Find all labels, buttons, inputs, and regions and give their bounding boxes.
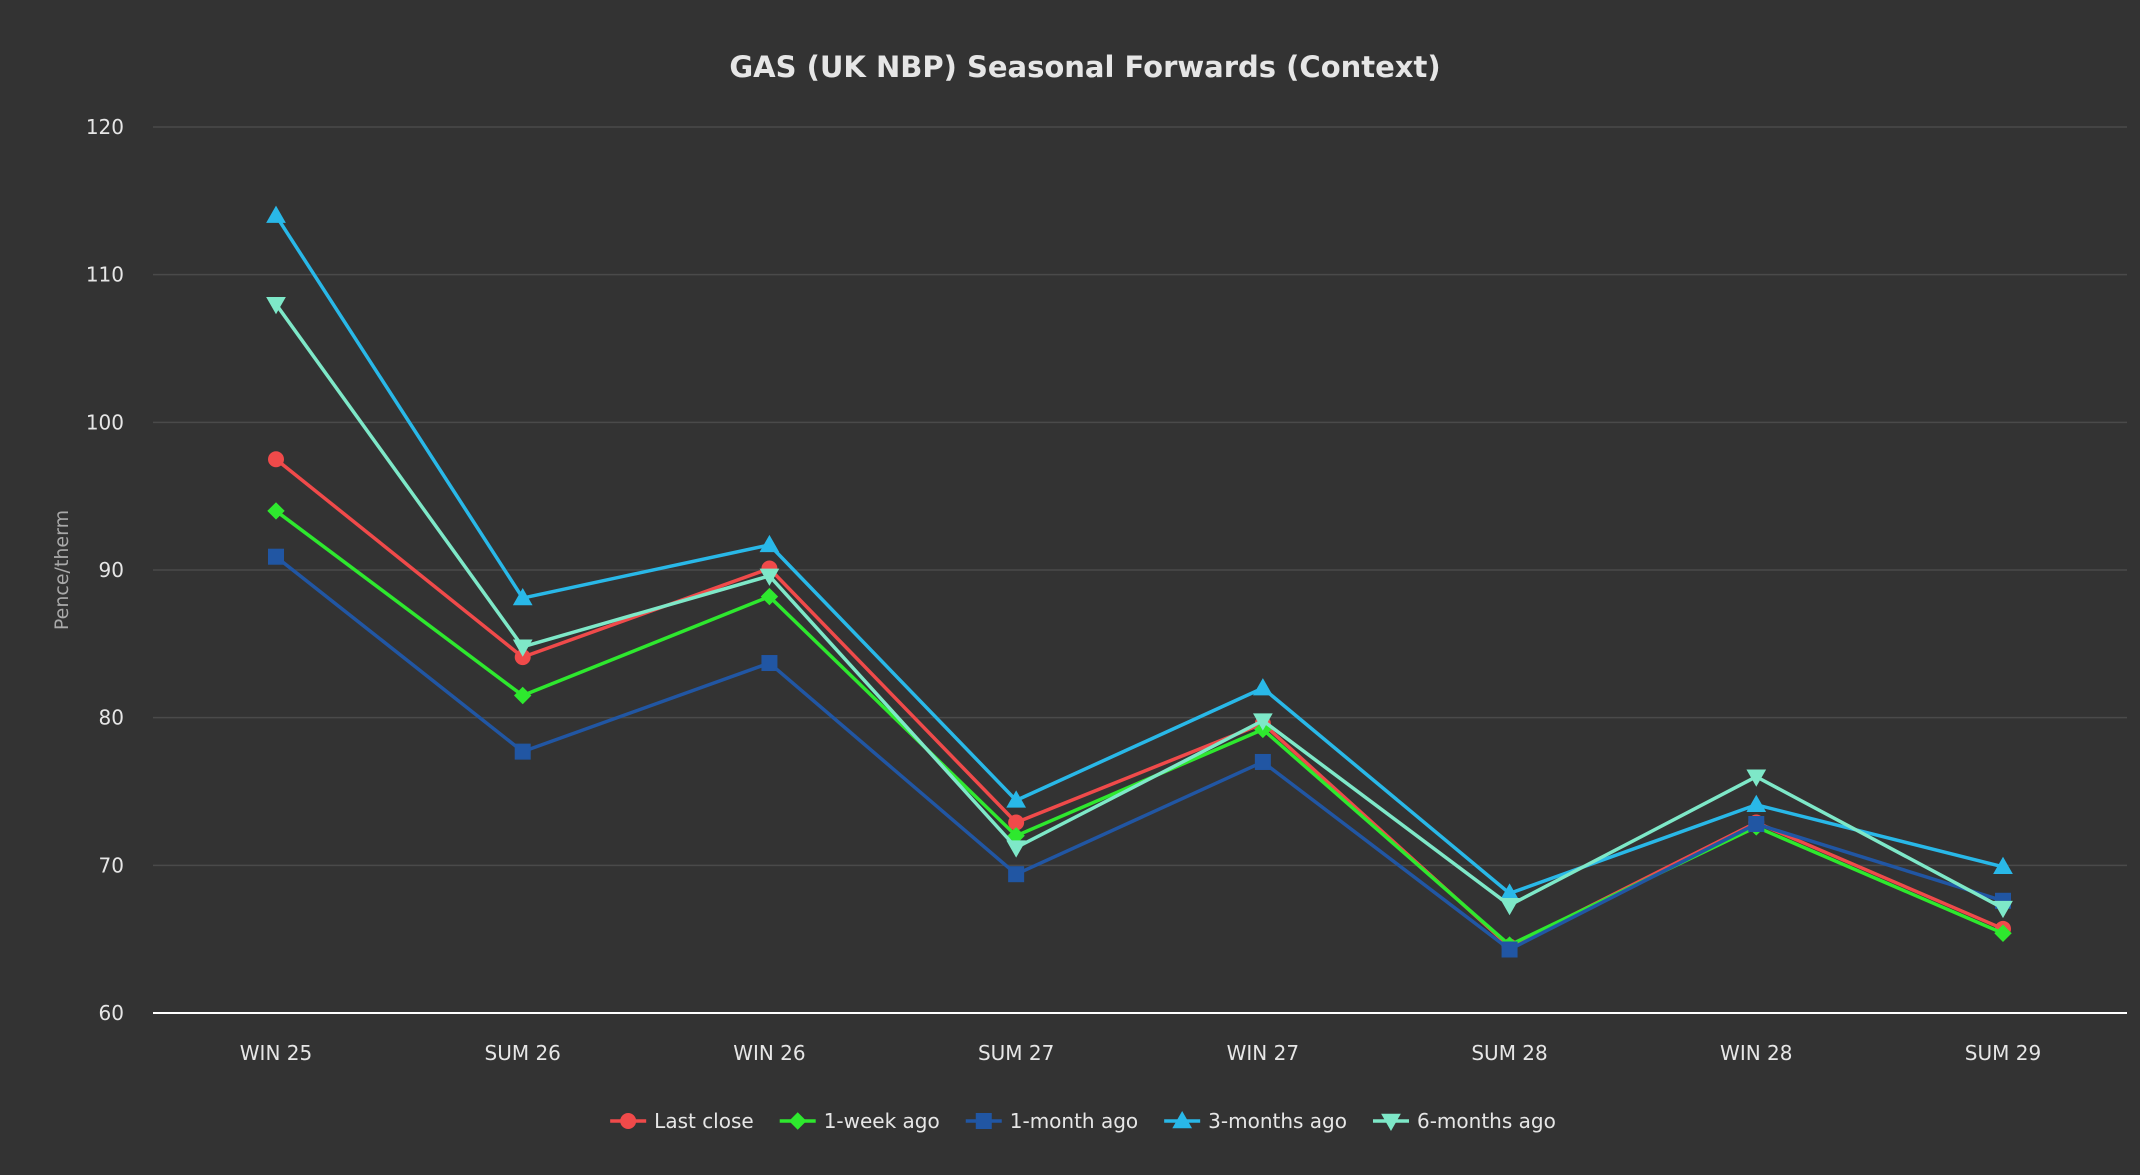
legend-marker [975, 1113, 992, 1129]
y-tick-label: 70 [99, 853, 124, 877]
y-axis-label: Pence/therm [51, 510, 73, 630]
data-point[interactable] [1254, 753, 1271, 770]
data-point[interactable] [514, 743, 531, 760]
series-line [274, 509, 2004, 947]
legend-marker [1381, 1113, 1401, 1132]
series-line [274, 303, 2004, 910]
legend-item[interactable]: 6-months ago [1372, 1109, 1556, 1133]
data-point[interactable] [1252, 713, 1273, 731]
data-point[interactable] [266, 205, 286, 223]
legend-label: 1-month ago [1010, 1109, 1138, 1133]
legend-marker [1172, 1110, 1193, 1129]
legend-item[interactable]: 1-month ago [965, 1109, 1138, 1133]
legend-label: Last close [654, 1109, 754, 1133]
x-tick-label: SUM 29 [1965, 1041, 2041, 1065]
x-tick-label: WIN 25 [240, 1041, 312, 1065]
series-1-month-ago [268, 548, 2011, 958]
data-point[interactable] [1006, 790, 1027, 808]
y-tick-label: 100 [86, 410, 124, 434]
legend-item[interactable]: 3-months ago [1164, 1109, 1347, 1133]
x-tick-label: WIN 26 [733, 1041, 805, 1065]
data-point[interactable] [268, 451, 284, 468]
x-tick-label: SUM 28 [1471, 1041, 1547, 1065]
x-tick-label: WIN 28 [1720, 1041, 1792, 1065]
data-point[interactable] [1008, 866, 1025, 883]
legend[interactable]: Last close 1-week ago 1-month ago 3-months … [610, 1109, 1556, 1133]
data-point[interactable] [1006, 840, 1027, 858]
series-last-close [268, 451, 2011, 955]
legend-label: 1-week ago [824, 1109, 940, 1133]
y-tick-label: 60 [99, 1001, 124, 1025]
y-tick-label: 90 [99, 558, 124, 582]
data-point[interactable] [514, 686, 532, 705]
data-point[interactable] [268, 548, 284, 565]
series-layer [266, 205, 2013, 958]
series-3-months-ago [266, 205, 2013, 901]
data-point[interactable] [1499, 897, 1520, 916]
y-tick-label: 80 [99, 706, 124, 730]
y-tick-label: 120 [86, 115, 124, 139]
data-point[interactable] [512, 588, 533, 606]
legend-item[interactable]: Last close [610, 1109, 754, 1133]
gridlines [153, 126, 2127, 867]
data-point[interactable] [1748, 815, 1765, 832]
data-point[interactable] [1746, 769, 1767, 787]
series-line [274, 457, 2004, 949]
x-tick-label: WIN 27 [1227, 1041, 1299, 1065]
series-line [274, 555, 2004, 952]
series-line [274, 214, 2004, 896]
data-point[interactable] [759, 534, 780, 553]
data-point[interactable] [1746, 794, 1767, 813]
x-tick-label: SUM 26 [485, 1041, 561, 1065]
data-point[interactable] [1994, 924, 2012, 942]
legend-item[interactable]: 1-week ago [779, 1109, 940, 1133]
data-point[interactable] [759, 568, 780, 586]
data-point[interactable] [267, 502, 285, 520]
data-point[interactable] [1993, 856, 2013, 875]
data-point[interactable] [266, 296, 286, 315]
data-point[interactable] [1252, 678, 1273, 696]
x-tick-labels: WIN 25 SUM 26 WIN 26 SUM 27 WIN 27 SUM 28 WIN … [240, 1041, 2041, 1065]
data-point[interactable] [761, 655, 778, 672]
data-point[interactable] [1501, 941, 1518, 958]
legend-marker [789, 1112, 807, 1130]
y-tick-labels: 60 70 80 90 100 110 120 [86, 115, 124, 1025]
series-6-months-ago [266, 296, 2013, 919]
legend-label: 6-months ago [1417, 1109, 1556, 1133]
legend-label: 3-months ago [1208, 1109, 1347, 1133]
y-tick-label: 110 [86, 263, 124, 287]
data-point[interactable] [760, 587, 779, 606]
legend-marker [620, 1113, 637, 1129]
data-point[interactable] [1993, 900, 2013, 919]
x-tick-label: SUM 27 [978, 1041, 1054, 1065]
data-point[interactable] [512, 639, 533, 657]
chart-title: GAS (UK NBP) Seasonal Forwards (Context) [729, 50, 1440, 84]
